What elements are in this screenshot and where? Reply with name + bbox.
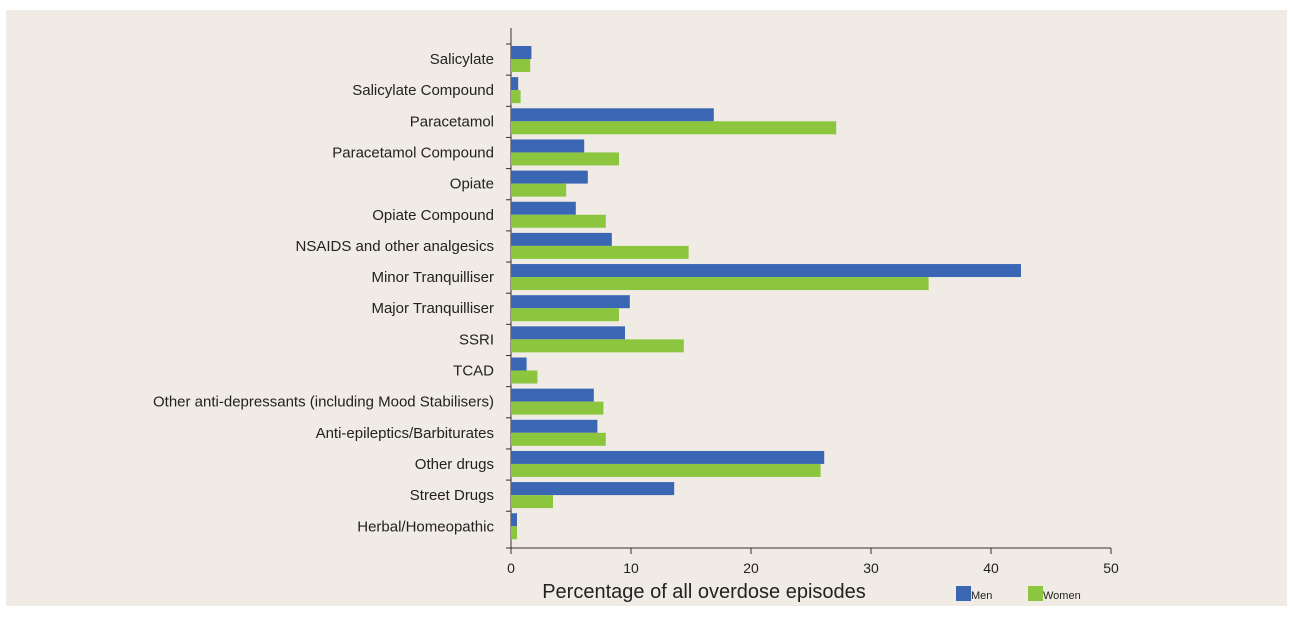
bar-men-other-drugs [511, 450, 825, 464]
chart-panel: Salicylate Salicylate Compound Paracetamol… [6, 10, 1287, 606]
bar-women-street-drugs [511, 495, 553, 509]
bar-women-paracetamol-compound [511, 152, 619, 166]
category-label-salicylate: Salicylate [430, 51, 494, 68]
category-label-opiate-compound: Opiate Compound [372, 207, 494, 224]
bar-women-paracetamol [511, 121, 837, 135]
bar-men-paracetamol [511, 108, 714, 122]
category-label-other-anti-depressants-including-mood-stabilisers: Other anti-depressants (including Mood S… [153, 394, 494, 411]
legend-swatch-men [956, 586, 971, 601]
bar-women-minor-tranquilliser [511, 277, 929, 291]
bar-women-tcad [511, 370, 538, 384]
category-label-nsaids-and-other-analgesics: NSAIDS and other analgesics [296, 238, 494, 255]
category-labels: Salicylate Salicylate Compound Paracetamol… [153, 51, 494, 535]
category-label-street-drugs: Street Drugs [410, 487, 494, 504]
bar-women-other-anti-depressants-including-mood-stabilisers [511, 401, 604, 415]
category-label-paracetamol: Paracetamol [410, 113, 494, 130]
legend-label-men: Men [971, 590, 992, 602]
bar-women-other-drugs [511, 463, 821, 477]
category-label-tcad: TCAD [453, 363, 494, 380]
x-tick-labels: 0 10 20 30 40 50 [507, 560, 1119, 576]
category-label-minor-tranquilliser: Minor Tranquilliser [371, 269, 494, 286]
x-tick-label-20: 20 [743, 560, 759, 576]
x-tick-label-40: 40 [983, 560, 999, 576]
bar-women-ssri [511, 339, 684, 353]
bar-men-paracetamol-compound [511, 139, 585, 153]
x-tick-label-30: 30 [863, 560, 879, 576]
bar-men-salicylate-compound [511, 77, 519, 91]
category-label-herbal-homeopathic: Herbal/Homeopathic [357, 518, 494, 535]
bar-men-minor-tranquilliser [511, 264, 1021, 278]
legend: Men Women [956, 586, 1081, 602]
bar-women-salicylate [511, 59, 531, 72]
bar-men-opiate-compound [511, 201, 576, 215]
bars [511, 46, 1021, 540]
bar-men-tcad [511, 357, 527, 371]
bar-men-other-anti-depressants-including-mood-stabilisers [511, 388, 594, 402]
x-tick-label-50: 50 [1103, 560, 1119, 576]
category-label-other-drugs: Other drugs [415, 456, 494, 473]
bar-women-opiate-compound [511, 214, 606, 228]
x-tick-label-0: 0 [507, 560, 515, 576]
category-label-anti-epileptics-barbiturates: Anti-epileptics/Barbiturates [316, 425, 494, 442]
bar-men-ssri [511, 326, 625, 340]
category-label-salicylate-compound: Salicylate Compound [352, 82, 494, 99]
legend-label-women: Women [1043, 590, 1081, 602]
bar-women-herbal-homeopathic [511, 526, 517, 540]
category-label-paracetamol-compound: Paracetamol Compound [332, 144, 494, 161]
bar-men-street-drugs [511, 482, 675, 496]
bar-women-major-tranquilliser [511, 308, 619, 322]
bar-men-major-tranquilliser [511, 295, 630, 309]
x-tick-label-10: 10 [623, 560, 639, 576]
category-label-major-tranquilliser: Major Tranquilliser [371, 300, 494, 317]
bar-chart: Salicylate Salicylate Compound Paracetamol… [153, 28, 1119, 603]
bar-men-opiate [511, 170, 588, 184]
bar-women-opiate [511, 183, 567, 197]
bar-men-anti-epileptics-barbiturates [511, 419, 598, 433]
bar-men-nsaids-and-other-analgesics [511, 232, 612, 246]
legend-swatch-women [1028, 586, 1043, 601]
bar-women-nsaids-and-other-analgesics [511, 245, 689, 259]
x-axis-title: Percentage of all overdose episodes [542, 581, 866, 603]
bar-men-herbal-homeopathic [511, 513, 517, 527]
bar-men-salicylate [511, 46, 532, 59]
category-label-opiate: Opiate [450, 176, 494, 193]
bar-women-salicylate-compound [511, 90, 521, 104]
category-label-ssri: SSRI [459, 331, 494, 348]
bar-women-anti-epileptics-barbiturates [511, 432, 606, 446]
